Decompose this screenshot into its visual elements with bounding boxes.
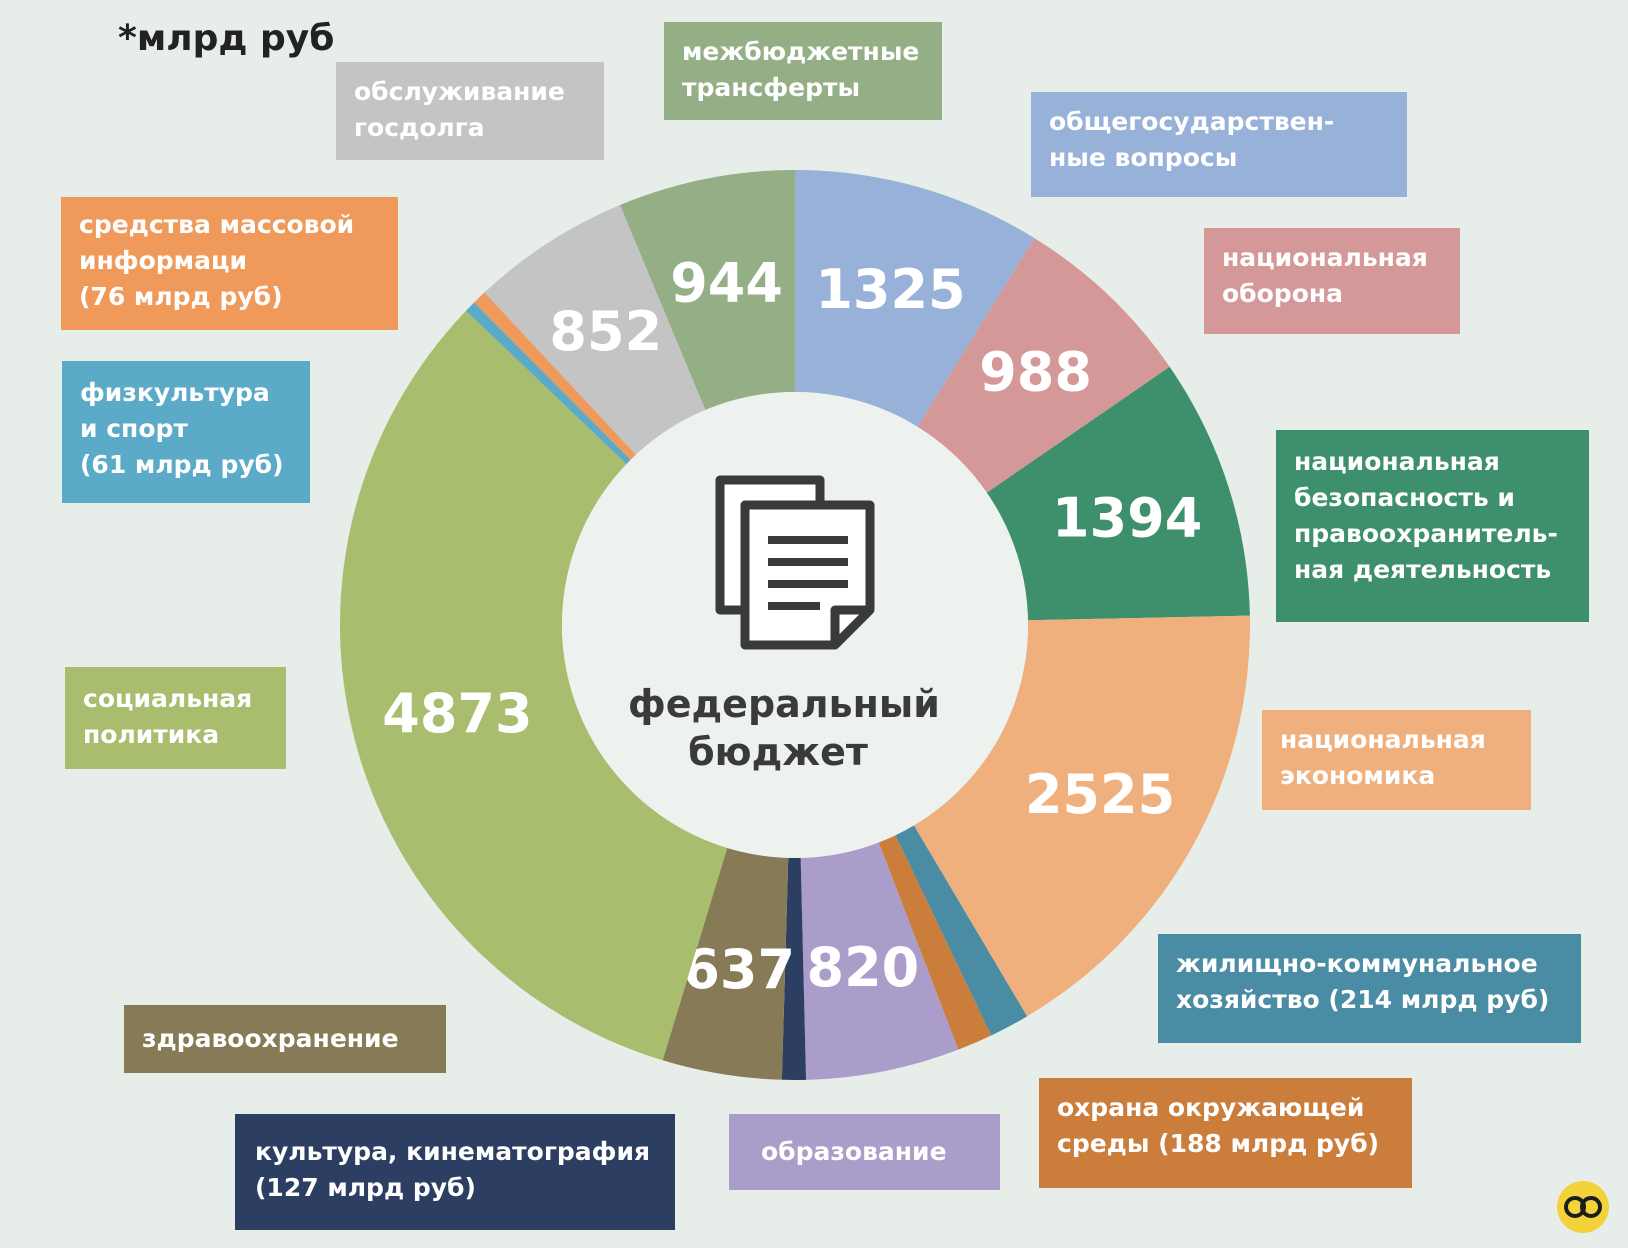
donut-slice-11 [474,292,636,460]
legend-national-economy: национальная экономика [1262,710,1531,810]
legend-environment: охрана окружающей среды (188 млрд руб) [1039,1078,1412,1188]
donut-slice-6 [800,842,959,1080]
slice-value-label-9: 4873 [382,682,532,745]
slice-value-label-0: 1325 [815,258,965,321]
legend-social-policy: социальная политика [65,667,286,769]
legend-national-security: национальная безопасность и правоохранит… [1276,430,1589,622]
legend-housing-utilities: жилищно-коммунальное хозяйство (214 млрд… [1158,934,1581,1043]
center-title: федеральный бюджет [628,682,940,774]
slice-value-label-8: 637 [682,938,795,1001]
slice-value-label-3: 2525 [1025,763,1175,826]
document-icon [715,475,875,650]
slice-value-label-13: 944 [670,251,783,314]
donut-slice-8 [662,847,789,1080]
slice-value-label-6: 820 [807,936,920,999]
legend-education: образование [729,1114,1000,1190]
donut-slice-13 [620,170,795,410]
donut-slice-5 [878,835,992,1050]
slice-value-label-2: 1394 [1052,486,1202,549]
legend-general-issues: общегосударствен- ные вопросы [1031,92,1407,197]
donut-slice-1 [917,238,1170,493]
legend-culture: культура, кинематография (127 млрд руб) [235,1114,675,1230]
legend-debt-service: обслуживание госдолга [336,62,604,160]
unit-note: *млрд руб [118,18,335,59]
legend-sports: физкультура и спорт (61 млрд руб) [62,361,310,503]
legend-healthcare: здравоохранение [124,1005,446,1073]
donut-slice-7 [781,857,807,1081]
legend-national-defense: национальная оборона [1204,228,1460,334]
donut-slice-9 [340,310,728,1061]
donut-slice-3 [913,615,1250,1017]
legend-interbudget-transfers: межбюджетные трансферты [664,22,942,120]
donut-slice-10 [465,302,631,465]
donut-slice-4 [895,825,1028,1036]
logo-icon [1557,1181,1609,1233]
slice-value-label-1: 988 [979,341,1092,404]
donut-slice-2 [986,366,1250,621]
slice-value-label-12: 852 [549,300,662,363]
legend-mass-media: средства массовой информаци (76 млрд руб… [61,197,398,330]
donut-slice-12 [484,204,706,455]
donut-slice-0 [795,170,1035,427]
